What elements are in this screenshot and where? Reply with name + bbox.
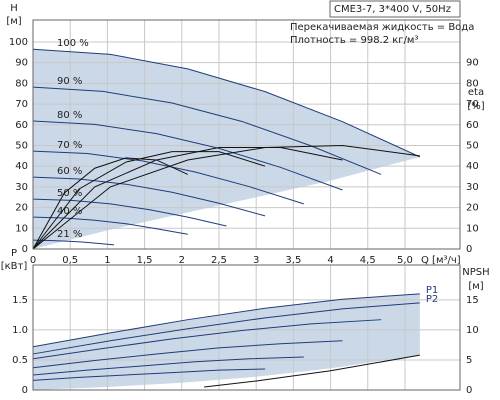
- title-box: [329, 0, 461, 18]
- curve: [32, 216, 188, 235]
- curve: [32, 302, 420, 355]
- y2-axis-label: [%]: [467, 101, 484, 112]
- x-tick-label: 4,5: [360, 255, 376, 266]
- x-tick-label: 2: [179, 255, 185, 266]
- x-tick-label: 5,0: [397, 255, 413, 266]
- chart-subtitle: Плотность = 998.2 кг/м³: [290, 35, 419, 46]
- y2-tick-label: 20: [466, 203, 479, 214]
- curve: [32, 120, 343, 191]
- y2-tick-label: 10: [466, 325, 479, 336]
- curve: [32, 368, 266, 381]
- y-axis-label: H: [10, 3, 18, 14]
- curve: [32, 319, 382, 360]
- y2-axis-label: NPSH: [462, 267, 489, 278]
- curve-label: P1: [426, 285, 438, 296]
- y2-tick-label: 80: [466, 78, 479, 89]
- y-axis-label: P: [11, 248, 17, 259]
- y-tick-label: 80: [15, 78, 28, 89]
- curve: [32, 356, 304, 376]
- x-tick-label: 0,5: [62, 255, 78, 266]
- curve: [32, 86, 382, 175]
- x-tick-label: 0: [30, 255, 36, 266]
- y-tick-label: 70: [15, 99, 28, 110]
- y-tick-label: 1.0: [12, 325, 28, 336]
- x-axis-label: Q [м³/ч]: [421, 255, 461, 266]
- y2-tick-label: 40: [466, 161, 479, 172]
- x-tick-label: 1,5: [137, 255, 153, 266]
- curve: [32, 176, 266, 217]
- y-tick-label: 0: [22, 244, 28, 255]
- y2-axis-label: [м]: [468, 281, 483, 292]
- y-tick-label: 50: [15, 140, 28, 151]
- curve-label: 70 %: [57, 140, 82, 151]
- y2-tick-label: 60: [466, 120, 479, 131]
- curve-label: 50 %: [57, 188, 82, 199]
- y-tick-label: 100: [9, 37, 28, 48]
- y2-tick-label: 5: [466, 355, 472, 366]
- y-axis-label: [кВт]: [1, 261, 28, 272]
- x-tick-label: 2,5: [211, 255, 227, 266]
- y2-axis-label: eta: [468, 87, 484, 98]
- operating-range-area: [33, 49, 420, 249]
- curve-label: P2: [426, 294, 438, 305]
- operating-range-area: [33, 293, 420, 390]
- curve: [32, 151, 266, 250]
- curve: [32, 147, 343, 250]
- curve: [32, 340, 343, 369]
- y2-tick-label: 70: [466, 99, 479, 110]
- y2-tick-label: 0: [466, 244, 472, 255]
- chart-subtitle: Перекачиваемая жидкость = Вода: [290, 22, 474, 33]
- y-tick-label: 1.5: [12, 295, 28, 306]
- curve: [32, 293, 420, 348]
- x-tick-label: 4: [327, 255, 333, 266]
- y-tick-label: 30: [15, 182, 28, 193]
- plot-frame: [32, 264, 461, 391]
- curve: [32, 198, 227, 227]
- y2-tick-label: 50: [466, 140, 479, 151]
- x-tick-label: 3,5: [285, 255, 301, 266]
- curve-label: 100 %: [57, 38, 89, 49]
- y-tick-label: 40: [15, 161, 28, 172]
- curve-label: 90 %: [57, 76, 82, 87]
- y-tick-label: 10: [15, 223, 28, 234]
- plot-frame: [32, 19, 461, 250]
- y-tick-label: 90: [15, 58, 28, 69]
- y2-tick-label: 30: [466, 182, 479, 193]
- curve-label: 60 %: [57, 166, 82, 177]
- x-tick-label: 1: [104, 255, 110, 266]
- y2-tick-label: 0: [466, 385, 472, 396]
- curve-label: 21 %: [57, 229, 82, 240]
- chart-title: CME3-7, 3*400 V, 50Hz: [334, 4, 451, 15]
- curve-label: 80 %: [57, 110, 82, 121]
- curve: [32, 48, 421, 158]
- y-tick-label: 20: [15, 203, 28, 214]
- y2-tick-label: 90: [466, 58, 479, 69]
- y-axis-label: [м]: [6, 16, 21, 27]
- curve: [32, 239, 115, 246]
- y2-tick-label: 15: [466, 295, 479, 306]
- x-tick-label: 3: [253, 255, 259, 266]
- curve: [204, 354, 420, 388]
- y-tick-label: 0.5: [12, 355, 28, 366]
- y-tick-label: 60: [15, 120, 28, 131]
- y-tick-label: 0: [22, 385, 28, 396]
- y2-tick-label: 10: [466, 223, 479, 234]
- curve: [32, 157, 188, 250]
